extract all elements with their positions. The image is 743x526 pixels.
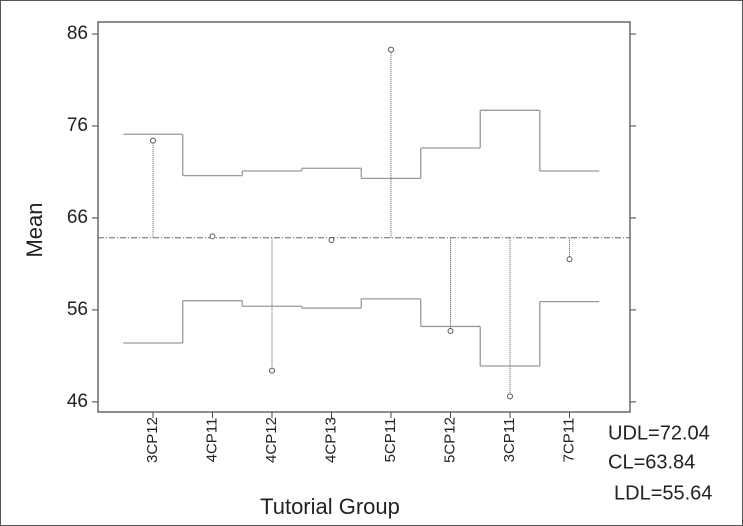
mean-point: [209, 233, 216, 240]
y-tick-label: 46: [67, 391, 88, 412]
mean-point: [507, 393, 513, 400]
x-tick-label: 3CP11: [501, 418, 518, 463]
y-tick-label: 56: [67, 299, 88, 320]
ldl-label: LDL=55.64: [614, 482, 712, 504]
mean-point: [447, 328, 454, 335]
mean-point: [269, 367, 275, 374]
mean-point: [566, 256, 573, 263]
mean-point: [388, 46, 394, 53]
y-axis-title: Mean: [22, 202, 47, 257]
x-tick-label: 5CP11: [382, 418, 399, 463]
x-axis-title: Tutorial Group: [260, 494, 400, 519]
x-tick-label: 3CP12: [144, 417, 161, 463]
x-tick-label: 4CP13: [322, 417, 339, 463]
x-tick-label: 4CP11: [203, 418, 220, 463]
x-tick-label: 5CP12: [441, 417, 458, 463]
x-tick-label: 7CP11: [560, 418, 577, 463]
x-tick-label: 4CP12: [263, 417, 280, 463]
y-tick-label: 76: [67, 115, 88, 136]
mean-point: [328, 236, 335, 243]
udl-label: UDL=72.04: [608, 422, 710, 444]
plot-area: [97, 21, 631, 413]
cl-label: CL=63.84: [608, 451, 695, 473]
y-tick-label: 86: [67, 23, 88, 44]
mean-point: [150, 137, 156, 144]
y-tick-label: 66: [67, 207, 88, 228]
